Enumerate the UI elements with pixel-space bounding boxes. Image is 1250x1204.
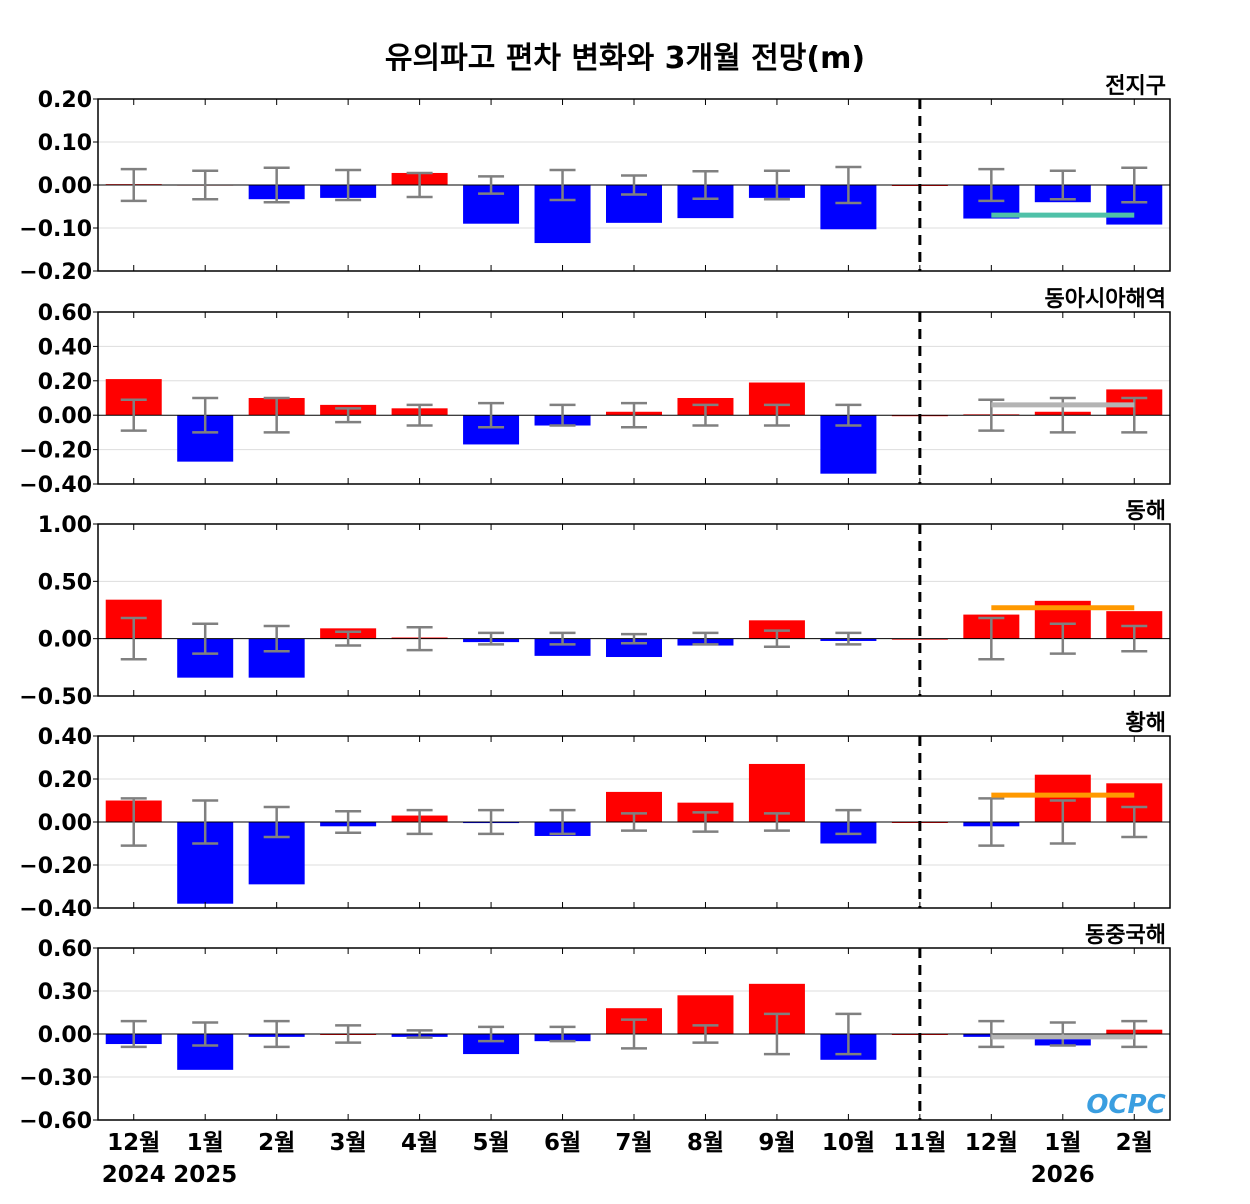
- y-tick-label: −0.50: [19, 685, 92, 710]
- chart-title: 유의파고 편차 변화와 3개월 전망(m): [385, 41, 865, 76]
- year-label: 2024: [102, 1162, 166, 1188]
- y-tick-label: −0.60: [19, 1109, 92, 1134]
- x-tick-label: 10월: [822, 1130, 875, 1156]
- y-tick-label: −0.20: [19, 854, 92, 879]
- x-tick-label: 2월: [258, 1130, 295, 1156]
- panel-title: 동해: [1126, 499, 1166, 524]
- panel-frame: [97, 98, 1171, 272]
- panel-frame: [97, 947, 1171, 1121]
- y-tick-label: 0.00: [38, 404, 92, 429]
- x-tick-label: 8월: [687, 1130, 724, 1156]
- y-tick-label: −0.20: [19, 439, 92, 464]
- x-tick-label: 1월: [1044, 1130, 1081, 1156]
- y-tick-label: 0.50: [38, 570, 92, 595]
- x-tick-label: 6월: [544, 1130, 581, 1156]
- x-tick-label: 12월: [107, 1130, 160, 1156]
- x-tick-label: 4월: [401, 1130, 438, 1156]
- y-tick-label: 0.60: [38, 301, 92, 326]
- y-tick-label: −0.40: [19, 473, 92, 498]
- x-tick-label: 1월: [187, 1130, 224, 1156]
- y-tick-label: 0.00: [38, 1023, 92, 1048]
- x-tick-label: 2월: [1116, 1130, 1153, 1156]
- bar: [463, 1034, 520, 1055]
- panel-title: 황해: [1126, 711, 1166, 736]
- y-tick-label: 1.00: [38, 513, 92, 538]
- ocpc-logo: OCPC: [1086, 1090, 1165, 1120]
- panel-frame: [97, 311, 1171, 485]
- year-label: 2026: [1031, 1162, 1095, 1188]
- x-tick-label: 9월: [758, 1130, 795, 1156]
- y-tick-label: 0.20: [38, 370, 92, 395]
- y-tick-label: 0.00: [38, 174, 92, 199]
- y-tick-label: 0.40: [38, 725, 92, 750]
- panel-title: 동아시아해역: [1045, 287, 1166, 312]
- x-tick-label: 3월: [330, 1130, 367, 1156]
- y-tick-label: 0.60: [38, 937, 92, 962]
- y-tick-label: −0.10: [19, 217, 92, 242]
- y-tick-label: −0.30: [19, 1066, 92, 1091]
- y-tick-label: −0.40: [19, 897, 92, 922]
- y-tick-label: 0.20: [38, 88, 92, 113]
- x-tick-label: 12월: [965, 1130, 1018, 1156]
- y-tick-label: 0.20: [38, 768, 92, 793]
- bar: [534, 638, 591, 656]
- x-tick-label: 5월: [472, 1130, 509, 1156]
- y-tick-label: 0.10: [38, 131, 92, 156]
- y-tick-label: 0.40: [38, 335, 92, 360]
- y-tick-label: 0.30: [38, 980, 92, 1005]
- panel-title: 전지구: [1105, 74, 1166, 99]
- year-label: 2025: [173, 1162, 237, 1188]
- x-tick-label: 11월: [893, 1130, 946, 1156]
- bar: [606, 638, 662, 658]
- y-tick-label: 0.00: [38, 811, 92, 836]
- y-tick-label: 0.00: [38, 628, 92, 653]
- panel-frame: [97, 735, 1171, 909]
- panel-frame: [97, 523, 1171, 697]
- x-tick-label: 7월: [615, 1130, 652, 1156]
- panel-title: 동중국해: [1085, 923, 1166, 948]
- y-tick-label: −0.20: [19, 260, 92, 285]
